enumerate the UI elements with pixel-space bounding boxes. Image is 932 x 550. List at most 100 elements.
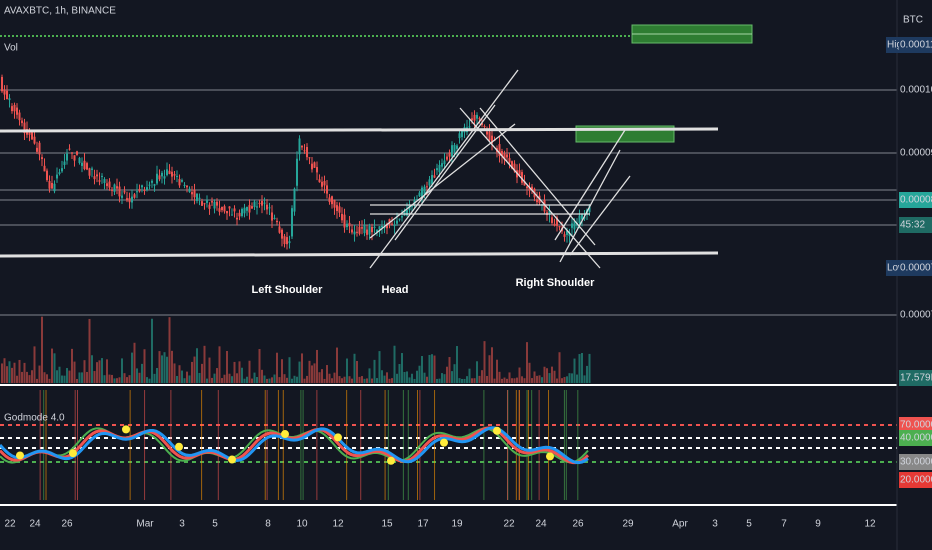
volume-bar	[583, 375, 586, 383]
candle	[138, 188, 141, 192]
volume-bar	[236, 373, 238, 383]
volume-bar	[138, 372, 141, 383]
candle	[281, 229, 283, 239]
volume-bar	[336, 347, 338, 383]
candle	[521, 172, 523, 183]
candle	[398, 218, 401, 220]
currency: BTC	[903, 15, 923, 26]
candle	[101, 175, 103, 177]
volume-bar	[48, 378, 51, 383]
volume-bar	[171, 350, 173, 383]
candle	[508, 158, 511, 163]
candle	[486, 131, 488, 135]
volume-bar	[253, 372, 256, 383]
volume-bar	[53, 353, 56, 383]
candle	[531, 186, 533, 190]
candle	[238, 212, 241, 217]
candle	[273, 217, 276, 219]
candle	[456, 145, 458, 149]
candle	[141, 185, 143, 188]
candle	[476, 114, 478, 119]
volume-bar	[471, 378, 473, 383]
volume-bar	[478, 375, 481, 383]
price-label: 0.00011400	[900, 40, 932, 51]
volume-bar	[156, 368, 158, 383]
volume-bar	[383, 375, 386, 383]
price-tag	[899, 417, 932, 433]
volume-bar	[428, 354, 431, 383]
volume-bar	[328, 373, 331, 383]
candle	[381, 225, 383, 228]
volume-bar	[453, 364, 456, 383]
candle	[323, 180, 326, 186]
volume-bar	[51, 348, 53, 383]
volume-bar	[496, 359, 498, 383]
candle	[38, 142, 41, 155]
price-label: 70.0000	[900, 420, 932, 431]
candle	[328, 197, 331, 203]
volume-bar	[476, 361, 478, 383]
candle	[278, 226, 281, 233]
signal-dot	[440, 438, 448, 447]
candle	[331, 196, 333, 205]
volume-bar	[101, 358, 103, 383]
candle	[333, 199, 336, 208]
candle	[341, 213, 343, 221]
volume-bar	[393, 345, 396, 383]
volume-bar	[226, 350, 228, 383]
volume-bar	[516, 377, 518, 383]
candle	[113, 184, 116, 192]
volume-bar	[433, 355, 436, 383]
volume-bar	[416, 370, 418, 383]
candle	[128, 197, 131, 203]
annotation: Head	[382, 284, 409, 296]
volume-bar	[31, 370, 33, 383]
volume-bar	[421, 356, 423, 383]
candle	[528, 187, 531, 191]
candle	[261, 200, 263, 206]
volume-bar	[491, 347, 493, 383]
candle	[73, 155, 76, 161]
candle	[243, 207, 246, 214]
price-label: 40.0000	[900, 433, 932, 444]
candle	[66, 153, 68, 161]
candle	[166, 169, 168, 176]
candle	[213, 201, 216, 209]
volume-bar	[66, 368, 68, 383]
candle	[21, 120, 23, 124]
signal-dot	[228, 455, 236, 464]
volume-bar	[251, 378, 253, 383]
volume-bar	[76, 378, 78, 383]
candle	[203, 203, 206, 205]
volume-bar	[41, 316, 43, 383]
volume-bar	[358, 376, 361, 383]
candle	[218, 208, 221, 212]
price-label: 0.00007450	[900, 263, 932, 274]
candle	[51, 182, 53, 189]
volume-bar	[18, 359, 21, 383]
candle	[571, 223, 573, 228]
volume-bar	[381, 370, 383, 383]
candle	[223, 206, 226, 212]
candle	[151, 180, 153, 183]
time-label: 26	[572, 519, 584, 530]
candle	[321, 181, 323, 187]
candle	[283, 236, 286, 245]
candle	[396, 220, 398, 224]
volume-bar	[371, 378, 373, 383]
volume-bar	[511, 378, 513, 383]
volume-bar	[68, 370, 71, 383]
volume-bar	[228, 373, 231, 383]
candle	[438, 165, 441, 173]
volume-bar	[501, 378, 503, 383]
candle	[306, 147, 308, 158]
volume-bar	[581, 353, 583, 383]
price-label: 0.00008250	[900, 195, 932, 206]
candle	[458, 133, 461, 139]
candle	[253, 201, 256, 208]
volume-bar	[143, 349, 146, 383]
candle	[41, 157, 43, 160]
price-tag	[899, 430, 932, 446]
volume-bar	[378, 351, 381, 383]
time-label: 5	[212, 519, 218, 530]
